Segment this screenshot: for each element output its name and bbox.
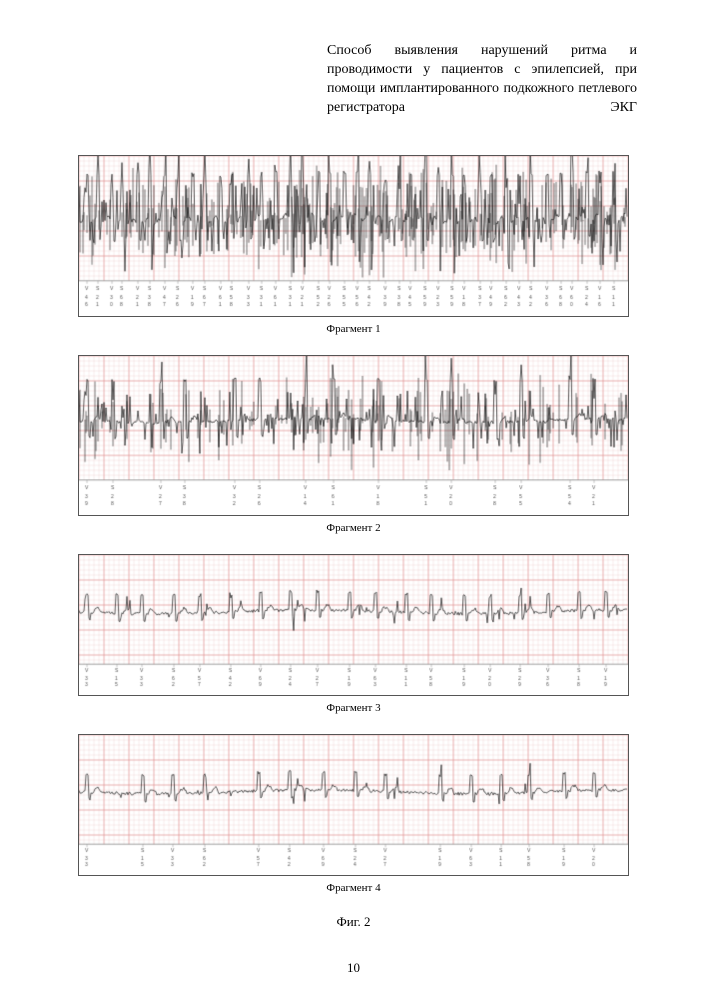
fragment-label-1: Фрагмент 1 — [78, 323, 629, 335]
fragment-label-2: Фрагмент 2 — [78, 522, 629, 534]
page-title: Способ выявления нарушений ритма и прово… — [327, 42, 637, 118]
ecg-canvas-1 — [79, 156, 628, 316]
fragment-label-4: Фрагмент 4 — [78, 882, 629, 894]
fragment-label-3: Фрагмент 3 — [78, 702, 629, 714]
ecg-block-3 — [78, 554, 629, 696]
ecg-block-2 — [78, 355, 629, 517]
ecg-canvas-4 — [79, 735, 628, 875]
page-number: 10 — [0, 960, 707, 976]
ecg-canvas-2 — [79, 356, 628, 516]
figure-label: Фиг. 2 — [78, 914, 629, 930]
ecg-block-4 — [78, 734, 629, 876]
ecg-canvas-3 — [79, 555, 628, 695]
figures-container: Фрагмент 1 Фрагмент 2 Фрагмент 3 Фрагмент 4… — [78, 155, 629, 930]
ecg-block-1 — [78, 155, 629, 317]
